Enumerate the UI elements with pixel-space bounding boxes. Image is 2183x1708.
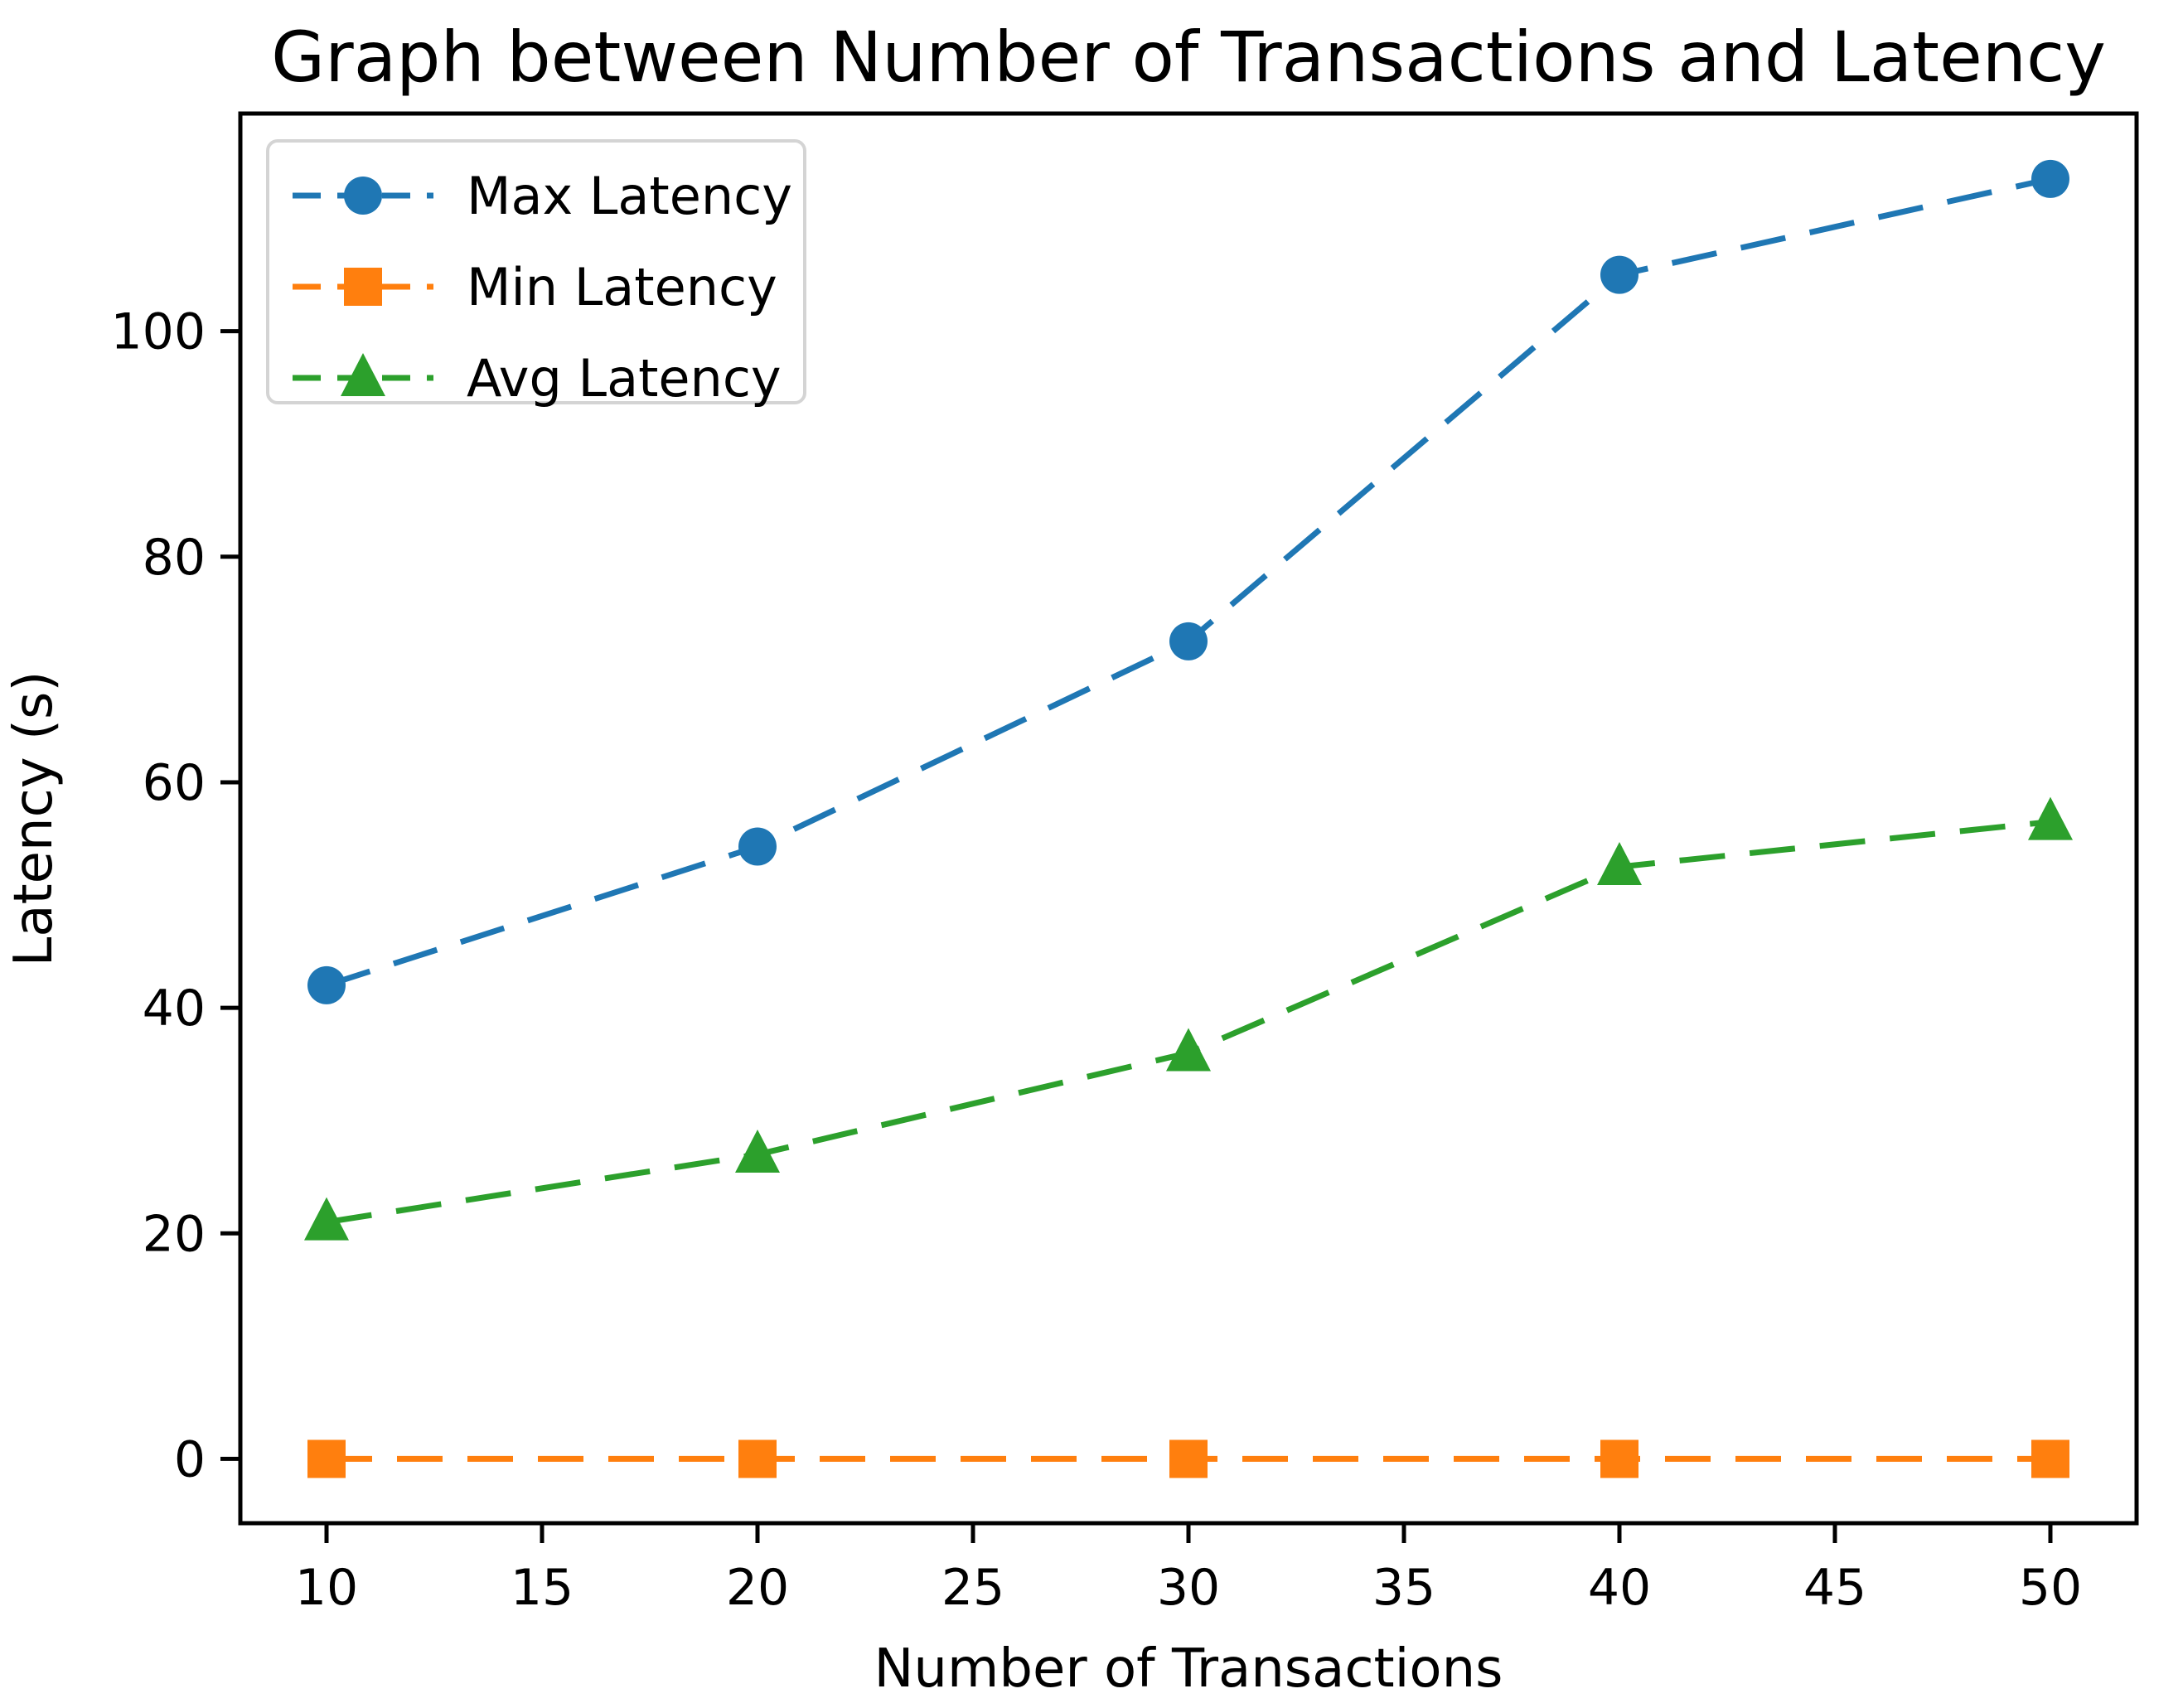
triangle-marker — [1597, 842, 1642, 886]
triangle-marker — [735, 1130, 780, 1173]
y-tick-label: 80 — [143, 529, 206, 587]
circle-marker — [2031, 159, 2069, 198]
chart-title: Graph between Number of Transactions and… — [271, 17, 2106, 98]
x-tick-label: 20 — [726, 1559, 789, 1617]
circle-marker — [307, 965, 346, 1004]
square-marker — [2031, 1439, 2069, 1478]
circle-marker — [738, 827, 777, 866]
x-tick-label: 10 — [295, 1559, 358, 1617]
legend-label: Min Latency — [467, 257, 777, 317]
x-tick-label: 30 — [1157, 1559, 1220, 1617]
y-axis-label: Latency (s) — [3, 671, 65, 967]
y-tick-label: 60 — [143, 754, 206, 812]
y-tick-label: 100 — [110, 303, 206, 361]
y-tick-label: 0 — [174, 1430, 206, 1488]
circle-marker — [1600, 255, 1638, 294]
legend-label: Max Latency — [467, 166, 792, 226]
triangle-marker — [2028, 796, 2073, 840]
y-tick-label: 20 — [143, 1205, 206, 1263]
legend: Max Latency Min Latency Avg Latency — [266, 139, 806, 409]
x-tick-label: 50 — [2019, 1559, 2082, 1617]
legend-label: Avg Latency — [467, 348, 782, 409]
square-marker — [344, 268, 382, 306]
triangle-marker — [341, 353, 385, 396]
triangle-marker — [304, 1197, 349, 1241]
y-tick-label: 40 — [143, 980, 206, 1038]
square-marker — [738, 1439, 777, 1478]
circle-marker — [344, 177, 382, 215]
legend-box — [266, 139, 806, 404]
circle-marker — [1169, 622, 1208, 660]
square-marker — [307, 1439, 346, 1478]
triangle-marker — [1166, 1028, 1211, 1072]
square-marker — [1169, 1439, 1208, 1478]
x-tick-label: 15 — [511, 1559, 574, 1617]
square-marker — [1600, 1439, 1638, 1478]
x-tick-label: 45 — [1803, 1559, 1866, 1617]
series-line-2 — [326, 819, 2051, 1226]
x-tick-label: 35 — [1372, 1559, 1435, 1617]
x-tick-label: 25 — [941, 1559, 1004, 1617]
series-layer — [304, 159, 2073, 1478]
axes-layer: 10 15 20 25 30 35 40 45 50 0 20 40 60 80 100 — [110, 111, 2139, 1617]
x-axis-label: Number of Transactions — [874, 1638, 1503, 1700]
x-tick-label: 40 — [1588, 1559, 1651, 1617]
